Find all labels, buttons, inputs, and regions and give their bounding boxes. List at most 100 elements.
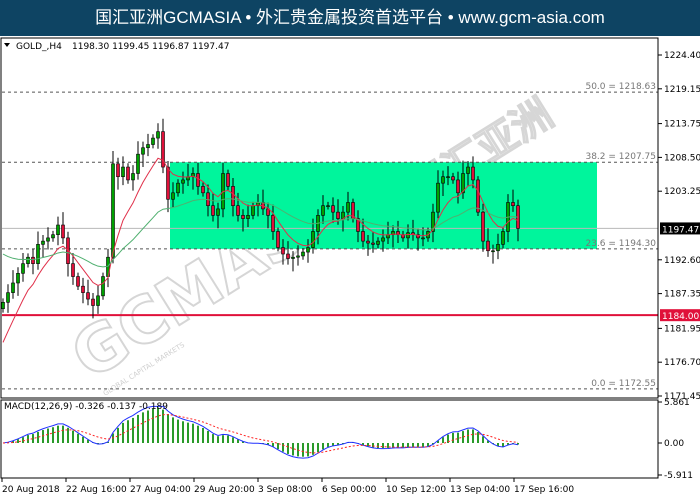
candle[interactable] [511,189,515,212]
candle[interactable] [301,248,305,260]
candle[interactable] [121,156,125,186]
candle[interactable] [6,284,10,313]
candle[interactable] [431,203,435,243]
candle[interactable] [451,172,455,184]
candle[interactable] [1,298,5,313]
candle[interactable] [496,233,500,260]
candle[interactable] [436,170,440,219]
candle[interactable] [281,239,285,265]
symbol-label: GOLD_,H4 [16,42,62,52]
candle[interactable] [296,245,300,266]
candle[interactable] [31,248,35,275]
collapse-triangle-icon[interactable] [4,43,10,47]
candle[interactable] [236,192,240,222]
candle[interactable] [26,253,30,268]
candle[interactable] [421,227,425,247]
candle[interactable] [61,212,65,245]
candle[interactable] [36,231,40,270]
candle[interactable] [16,267,20,296]
candle[interactable] [91,292,95,319]
candle[interactable] [11,270,15,299]
candle[interactable] [231,178,235,217]
candle[interactable] [441,170,445,197]
candle[interactable] [106,248,110,288]
candle[interactable] [366,234,370,256]
candle-body [341,211,345,219]
candle[interactable] [171,182,175,208]
candle[interactable] [326,201,330,210]
candle[interactable] [246,204,250,227]
candle[interactable] [391,225,395,248]
candle[interactable] [21,253,25,282]
candle[interactable] [56,216,60,246]
candle[interactable] [306,239,310,263]
macd-frame [0,399,659,479]
candle[interactable] [241,209,245,232]
candle[interactable] [476,176,480,217]
candle[interactable] [211,192,215,222]
candle[interactable] [86,279,90,306]
macd-y-label: 0.00 [664,439,684,449]
candle[interactable] [51,230,55,242]
candle-body [201,186,205,194]
candle-body [86,292,90,300]
candle[interactable] [471,156,475,189]
candle[interactable] [136,141,140,180]
candle[interactable] [291,251,295,272]
candle[interactable] [361,218,365,248]
candle[interactable] [321,195,325,224]
candle[interactable] [266,202,270,229]
candle-body [36,244,40,264]
candle-body [451,176,455,181]
candle[interactable] [461,160,465,199]
candle[interactable] [481,203,485,252]
candle[interactable] [371,232,375,253]
candle[interactable] [456,171,460,204]
candle[interactable] [81,277,85,304]
candle[interactable] [356,210,360,243]
candle[interactable] [131,165,135,191]
y-tick-label: 1224.40 [664,51,700,61]
candle[interactable] [41,234,45,258]
candle-body [406,232,410,239]
candle[interactable] [181,171,185,194]
candle[interactable] [381,229,385,252]
current-price-badge [660,222,700,235]
candle[interactable] [416,228,420,251]
candle[interactable] [111,150,115,264]
candle[interactable] [46,227,50,250]
candle[interactable] [226,169,230,191]
candle[interactable] [216,202,220,229]
candle[interactable] [161,118,165,174]
candle[interactable] [116,157,120,190]
candle[interactable] [71,253,75,285]
candle[interactable] [66,231,70,277]
candle[interactable] [96,285,100,314]
candle[interactable] [176,179,180,197]
candle[interactable] [76,272,80,291]
candle[interactable] [146,133,150,157]
candle[interactable] [286,241,290,265]
candle[interactable] [331,197,335,223]
candle[interactable] [101,272,105,300]
candle[interactable] [271,204,275,240]
candle[interactable] [126,163,130,184]
candle[interactable] [311,218,315,254]
candle[interactable] [491,244,495,264]
candle-body [176,182,180,194]
candle[interactable] [276,227,280,252]
candle-body [181,179,185,184]
candle[interactable] [486,228,490,257]
candle-body [226,173,230,187]
candle-body [376,240,380,245]
candle[interactable] [141,141,145,168]
candle[interactable] [151,134,155,149]
candle[interactable] [446,166,450,186]
candle[interactable] [466,160,470,187]
candle[interactable] [201,182,205,197]
candle[interactable] [376,237,380,249]
candle-body [491,250,495,253]
candle[interactable] [156,123,160,149]
candle[interactable] [501,227,505,249]
